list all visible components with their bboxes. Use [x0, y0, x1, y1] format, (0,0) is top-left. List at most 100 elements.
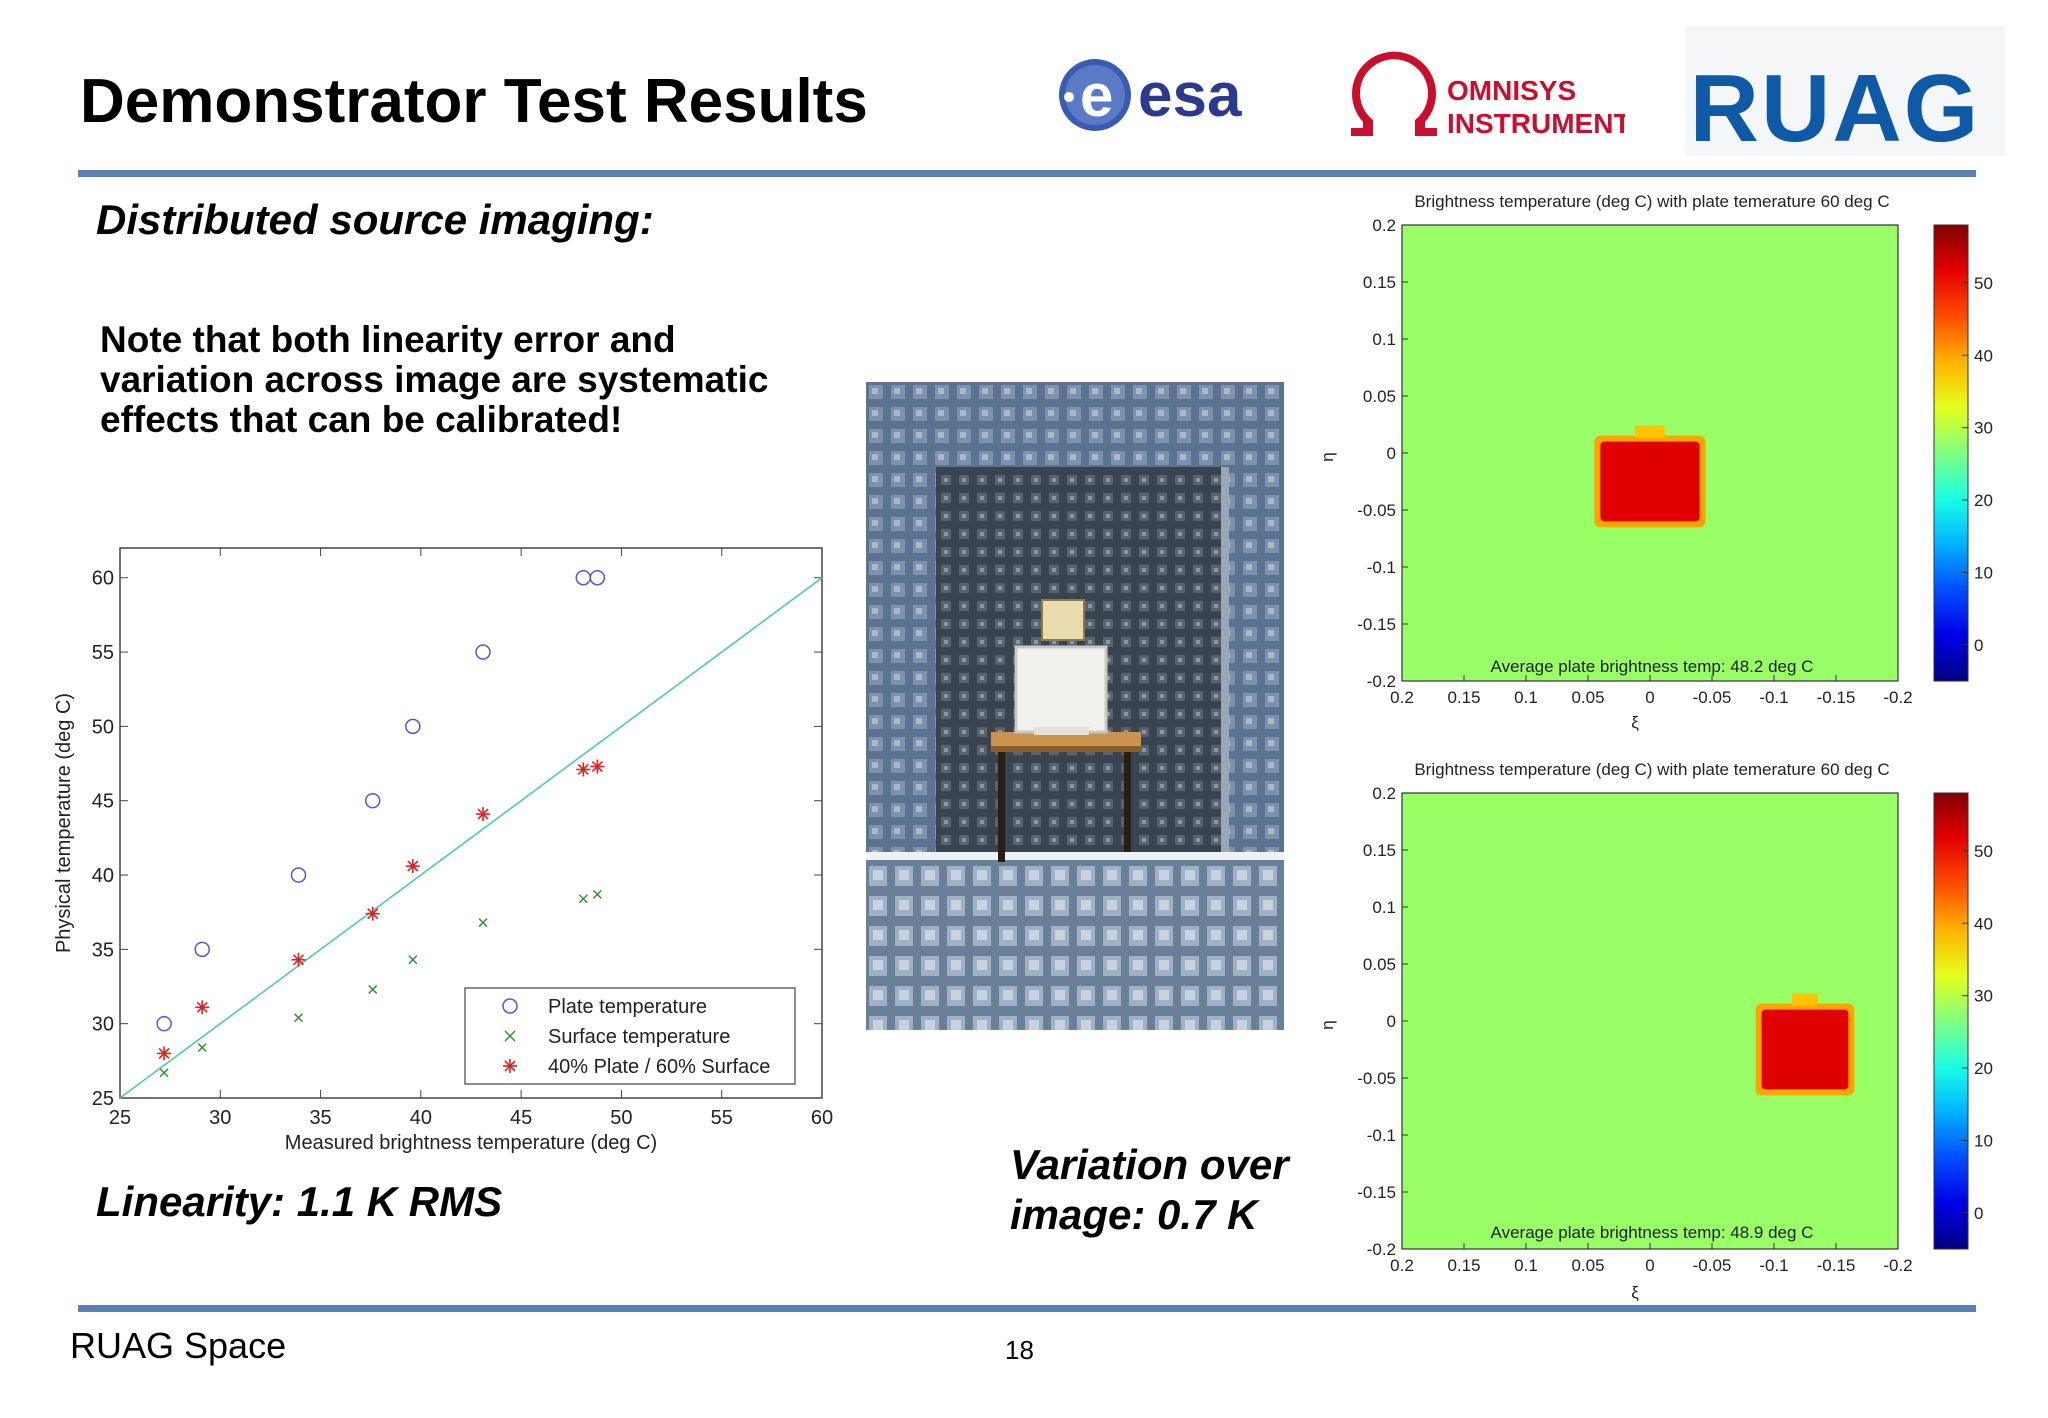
heatmap-title: Brightness temperature (deg C) with plat…	[1414, 760, 1889, 779]
y-axis-label: Physical temperature (deg C)	[53, 693, 75, 953]
y-tick-label: 35	[92, 939, 114, 961]
colorbar	[1933, 792, 1969, 1250]
note-line: Note that both linearity error and	[100, 319, 676, 360]
heatmap-y-tick-label: 0.15	[1363, 841, 1396, 860]
heatmap-y-tick-label: 0.2	[1372, 216, 1396, 235]
heatmap-y-tick-label: -0.1	[1367, 558, 1396, 577]
plate-temperature-point	[405, 718, 421, 735]
legend-star-marker	[503, 1059, 517, 1073]
variation-line: image: 0.7 K	[1010, 1191, 1258, 1238]
linearity-result: Linearity: 1.1 K RMS	[96, 1178, 503, 1225]
surface-temperature-point	[197, 1042, 207, 1052]
heatmap-y-tick-label: 0.05	[1363, 955, 1396, 974]
heatmap-y-tick-label: 0.1	[1372, 898, 1396, 917]
colorbar-tick-label: 30	[1974, 419, 1993, 438]
plate-temperature-point	[194, 941, 210, 958]
x-tick-label: 30	[209, 1107, 231, 1129]
legend-x-marker	[504, 1030, 516, 1042]
heatmap-x-tick-label: -0.2	[1883, 688, 1912, 707]
heatmap-x-tick-label: -0.1	[1759, 688, 1788, 707]
x-tick-label: 25	[109, 1107, 131, 1129]
legend-circle-marker	[502, 998, 518, 1014]
heatmap-y-tick-label: -0.2	[1367, 672, 1396, 691]
heatmap-x-tick-label: -0.05	[1693, 688, 1732, 707]
ruag-logo-text: RUAG	[1689, 55, 1981, 162]
hot-plate-tab	[1791, 993, 1819, 1006]
heatmap-ylabel: η	[1320, 452, 1337, 461]
colorbar-tick-label: 10	[1974, 1131, 1993, 1150]
heatmap-x-tick-label: 0.2	[1390, 1256, 1414, 1275]
heatmap-x-tick-label: 0	[1645, 688, 1654, 707]
heatmap-x-tick-label: 0.05	[1571, 688, 1604, 707]
heatmap-x-tick-label: 0.2	[1390, 688, 1414, 707]
heatmap-x-tick-label: 0	[1645, 1256, 1654, 1275]
heatmap-x-tick-label: -0.15	[1817, 1256, 1856, 1275]
brightness-heatmap-2: Brightness temperature (deg C) with plat…	[1320, 760, 1993, 1302]
mixed-temperature-point	[405, 859, 420, 874]
legend-entry-mix: 40% Plate / 60% Surface	[548, 1056, 770, 1078]
calibration-note: Note that both linearity error and varia…	[100, 320, 768, 440]
heatmap-x-tick-label: -0.05	[1693, 1256, 1732, 1275]
heatmap-y-tick-label: -0.15	[1357, 615, 1396, 634]
mixed-temperature-point	[195, 1000, 210, 1015]
header-rule	[78, 170, 1976, 177]
colorbar-tick-label: 30	[1974, 987, 1993, 1006]
heatmap-annotation: Average plate brightness temp: 48.9 deg …	[1491, 1223, 1814, 1242]
esa-logo: e esa	[1058, 52, 1268, 138]
legend-entry-surface: Surface temperature	[548, 1026, 730, 1048]
heatmap-x-tick-label: -0.2	[1883, 1256, 1912, 1275]
surface-temperature-point	[478, 918, 488, 928]
legend: Plate temperature Surface temperature 40…	[464, 987, 796, 1085]
colorbar-tick-label: 50	[1974, 842, 1993, 861]
y-tick-label: 45	[92, 791, 114, 813]
heatmap-x-tick-label: 0.1	[1514, 688, 1538, 707]
x-tick-label: 50	[610, 1107, 632, 1129]
omnisys-logo-line1: OMNISYS	[1447, 75, 1576, 106]
plate-temperature-point	[589, 569, 606, 586]
svg-text:e: e	[1080, 62, 1113, 129]
heatmap-y-tick-label: -0.1	[1367, 1126, 1396, 1145]
colorbar-tick-label: 20	[1974, 491, 1993, 510]
colorbar-tick-label: 0	[1974, 1204, 1983, 1223]
footer-company: RUAG Space	[70, 1325, 287, 1366]
section-subtitle: Distributed source imaging:	[96, 196, 654, 243]
note-line: variation across image are systematic	[100, 359, 769, 400]
heatmap-x-tick-label: 0.1	[1514, 1256, 1538, 1275]
y-tick-label: 40	[92, 865, 114, 887]
x-axis-label: Measured brightness temperature (deg C)	[285, 1132, 657, 1154]
heatmap-y-tick-label: -0.15	[1357, 1183, 1396, 1202]
heatmap-annotation: Average plate brightness temp: 48.2 deg …	[1491, 657, 1814, 676]
variation-line: Variation over	[1010, 1141, 1289, 1188]
variation-result: Variation over image: 0.7 K	[1010, 1140, 1289, 1240]
x-tick-label: 35	[309, 1107, 331, 1129]
hot-plate-region	[1761, 1009, 1849, 1090]
x-tick-label: 60	[811, 1107, 833, 1129]
y-tick-label: 50	[92, 716, 114, 738]
colorbar-tick-label: 0	[1974, 636, 1983, 655]
colorbar-tick-label: 50	[1974, 274, 1993, 293]
esa-logo-text: esa	[1138, 61, 1242, 130]
heatmap-y-tick-label: 0.15	[1363, 273, 1396, 292]
plate-temperature-point	[364, 792, 381, 809]
heatmap-x-tick-label: 0.15	[1447, 688, 1480, 707]
heatmap-x-tick-label: 0.15	[1447, 1256, 1480, 1275]
plate-temperature-point	[475, 644, 491, 660]
heatmap-y-tick-label: -0.05	[1357, 501, 1396, 520]
omnisys-logo: OMNISYS INSTRUMENTS	[1345, 48, 1649, 148]
heatmap-y-tick-label: -0.2	[1367, 1240, 1396, 1259]
y-tick-label: 30	[92, 1014, 114, 1036]
colorbar-tick-label: 40	[1974, 346, 1993, 365]
heatmap-x-tick-label: 0.05	[1571, 1256, 1604, 1275]
heatmap-title: Brightness temperature (deg C) with plat…	[1414, 192, 1889, 211]
plate-temperature-point	[290, 867, 307, 883]
colorbar-tick-label: 20	[1974, 1059, 1993, 1078]
omnisys-logo-line2: INSTRUMENTS	[1447, 108, 1625, 139]
heatmap-y-tick-label: 0.2	[1372, 784, 1396, 803]
colorbar-tick-label: 40	[1974, 914, 1993, 933]
surface-temperature-point	[294, 1013, 304, 1023]
test-setup-photo	[866, 382, 1284, 1030]
slide-title: Demonstrator Test Results	[80, 67, 868, 136]
mixed-temperature-point	[157, 1046, 172, 1061]
heatmap-y-tick-label: 0.1	[1372, 330, 1396, 349]
surface-temperature-point	[368, 984, 378, 994]
